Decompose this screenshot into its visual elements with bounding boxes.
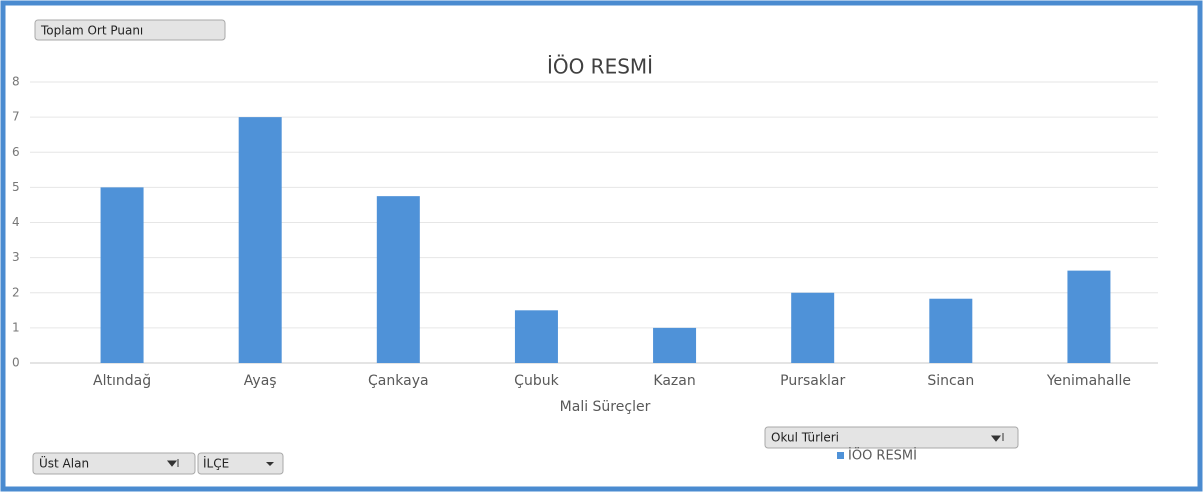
y-tick-label: 6 [12,145,20,159]
y-tick-label: 1 [12,320,20,334]
button-label: Üst Alan [39,455,89,471]
y-tick-label: 5 [12,180,20,194]
legend-label: İÖO RESMİ [848,447,917,464]
dropdown-icon [266,462,274,466]
y-tick-label: 2 [12,285,20,299]
bar [929,298,973,363]
y-tick-label: 4 [12,215,20,229]
legend-field-button[interactable]: Okul Türleri [764,426,1019,449]
y-tick-label: 0 [12,356,20,370]
y-tick-label: 7 [12,110,20,124]
bar [1067,270,1111,363]
x-axis-title: Mali Süreçler [560,399,651,415]
x-tick-label: Pursaklar [780,373,845,389]
x-tick-label: Sincan [927,373,974,389]
bar [376,196,420,363]
bar [100,187,144,363]
x-tick-label: Çubuk [514,373,559,389]
x-tick-label: Kazan [653,373,695,389]
legend-swatch [837,452,844,459]
bar [791,292,835,363]
x-tick-label: Yenimahalle [1046,373,1131,389]
value-field-button[interactable]: Toplam Ort Puanı [34,19,226,41]
filter-icon [990,433,1004,442]
y-tick-label: 8 [12,75,20,89]
button-label: Toplam Ort Puanı [40,24,143,38]
axis-field-button[interactable]: İLÇE [197,452,284,475]
bar [514,310,558,363]
axis-field-button[interactable]: Üst Alan [32,452,196,475]
y-tick-label: 3 [12,250,20,264]
x-tick-label: Çankaya [368,373,429,389]
bar [653,327,697,363]
filter-icon [166,459,179,467]
x-tick-label: Ayaş [244,373,277,389]
chart-title: İÖO RESMİ [547,55,653,79]
button-label: İLÇE [203,456,229,471]
x-tick-label: Altındağ [93,373,151,389]
button-label: Okul Türleri [771,431,839,445]
bar [238,117,282,363]
